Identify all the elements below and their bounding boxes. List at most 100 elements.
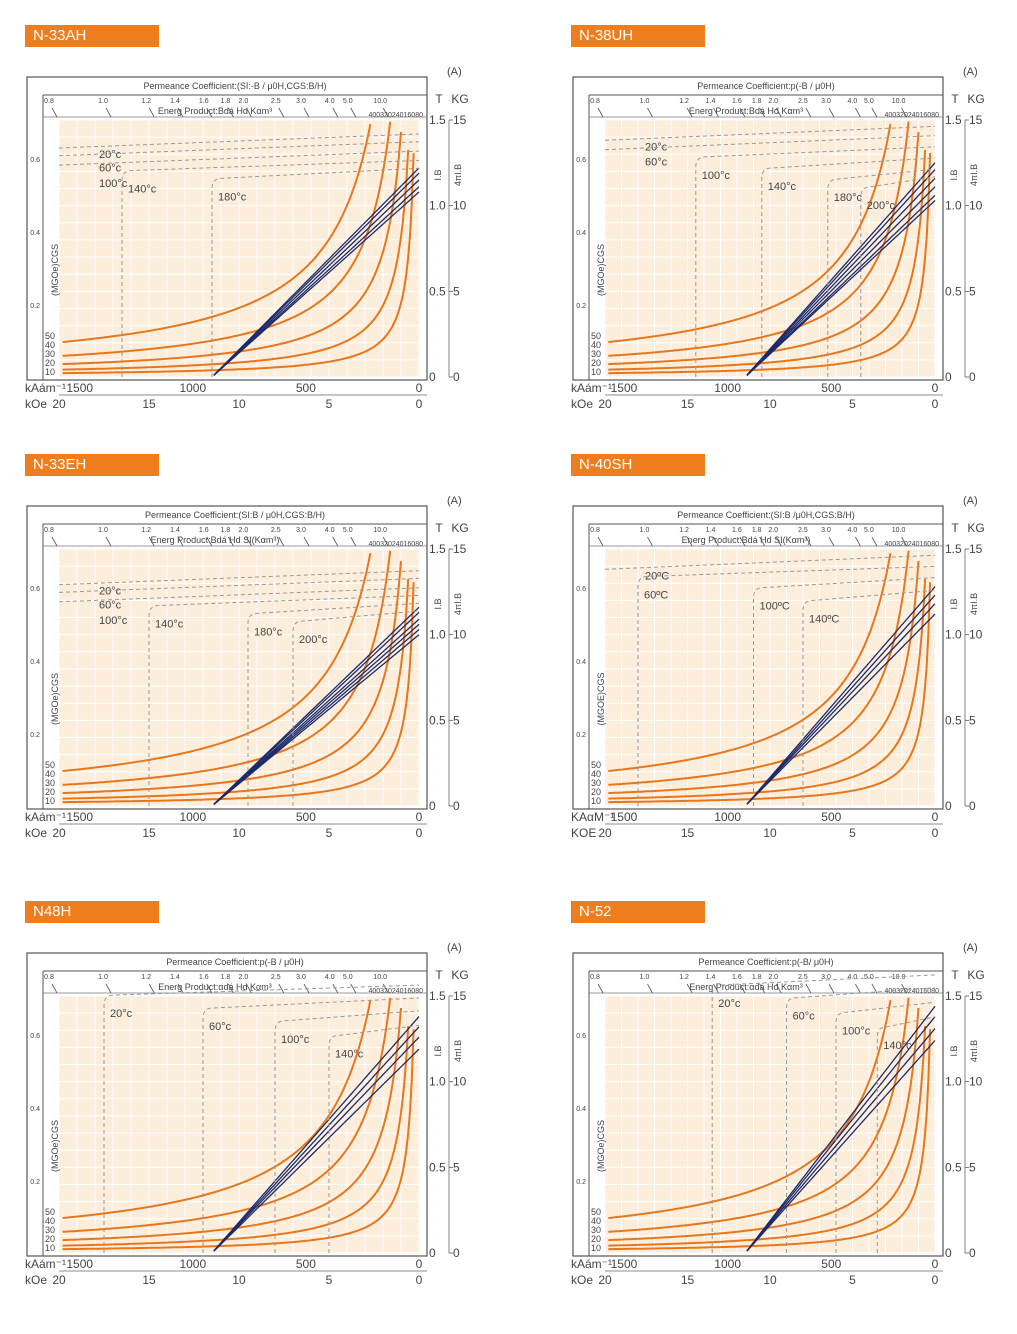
demag-line xyxy=(746,594,936,805)
right-axis-tick-kg: 5 xyxy=(453,1160,460,1174)
bottom-axis-unit-ka: kAám⁻¹ xyxy=(571,1257,612,1271)
energy-product-ticks: 40032024016080 xyxy=(884,112,939,119)
energy-product-curve xyxy=(62,560,402,795)
temperature-label: 20°c xyxy=(99,586,122,598)
energy-product-curve xyxy=(62,149,410,371)
bottom-axis-tick-ka: 1000 xyxy=(179,810,206,824)
demag-line xyxy=(746,1005,936,1252)
energy-product-ticks: 40032024016080 xyxy=(884,541,939,548)
left-axis-tick-label: 0.6 xyxy=(576,157,586,164)
bottom-axis-tick-koe: 15 xyxy=(142,826,156,840)
demag-line xyxy=(746,603,936,805)
bottom-axis-tick-ka: 500 xyxy=(821,381,841,395)
energy-product-curve xyxy=(608,1029,932,1251)
bottom-axis-tick-koe: 10 xyxy=(232,1273,246,1287)
right-axis-tick-t: 0.5 xyxy=(429,284,446,298)
bottom-axis-tick-ka: 1500 xyxy=(66,1257,93,1271)
permeance-tick-label: 2.0 xyxy=(239,974,249,981)
temperature-label: 200°c xyxy=(867,200,896,212)
permeance-tick-label: 1.8 xyxy=(752,527,762,534)
right-axis-tick-kg: 0 xyxy=(969,370,976,384)
temperature-label: 100°c xyxy=(702,170,731,182)
chart-panel-5: N-52 (A) Permeance Coefficient:p(-B/ μ0H)… xyxy=(571,901,1017,1321)
grade-title: N-40SH xyxy=(571,454,705,476)
permeance-tick-label: 2.5 xyxy=(271,527,281,534)
permeance-tick-mark xyxy=(901,536,907,547)
right-axis-tick-kg: 10 xyxy=(453,1075,467,1089)
energy-product-curve xyxy=(608,997,910,1233)
bottom-axis-tick-koe: 15 xyxy=(681,826,695,840)
right-axis-tick-kg: 10 xyxy=(453,199,467,213)
energy-value-label: 10 xyxy=(591,796,601,806)
right-axis-tick-kg: 10 xyxy=(969,1075,983,1089)
left-axis-tick-label: 0.4 xyxy=(30,1106,40,1113)
bottom-axis-tick-koe: 20 xyxy=(598,1273,612,1287)
permeance-tick-label: 5.0 xyxy=(343,974,353,981)
energy-value-label: 50 xyxy=(591,1207,601,1217)
energy-value-label: 30 xyxy=(45,349,55,359)
right-axis-unit-t: T xyxy=(435,521,443,535)
permeance-label: Permeance Coefficient:p(-B / μ0H) xyxy=(166,957,304,967)
permeance-tick-label: 4.0 xyxy=(325,527,335,534)
left-axis-tick-label: 0.2 xyxy=(30,1179,40,1186)
permeance-tick-mark xyxy=(105,107,112,118)
energy-product-curve xyxy=(62,131,402,366)
permeance-tick-mark xyxy=(597,536,604,547)
demag-line xyxy=(213,1026,420,1252)
bottom-axis-tick-ka: 0 xyxy=(416,1257,423,1271)
right-axis-tick-t: 1.0 xyxy=(429,1075,446,1089)
permeance-tick-mark xyxy=(901,107,907,118)
right-axis-tick-t: 0 xyxy=(429,799,436,813)
permeance-label: Permeance Coefficient:p(-B / μ0H) xyxy=(697,81,835,91)
intrinsic-curve xyxy=(211,167,420,377)
left-axis-label: (MGOE)CGS xyxy=(596,673,606,726)
temperature-label: 100°c xyxy=(99,178,128,190)
permeance-tick-mark xyxy=(278,983,285,994)
permeance-tick-mark xyxy=(597,107,604,118)
permeance-tick-mark xyxy=(759,536,766,547)
4pib-axis-label: 4πI.B xyxy=(453,593,463,615)
temperature-label: 140ºC xyxy=(809,613,839,625)
bottom-axis-tick-ka: 0 xyxy=(932,810,939,824)
energy-product-curve xyxy=(62,121,392,357)
permeance-tick-label: 2.0 xyxy=(768,98,778,105)
right-axis-tick-kg: 15 xyxy=(453,542,467,556)
permeance-tick-label: 1.8 xyxy=(752,974,762,981)
permeance-tick-mark xyxy=(303,536,310,547)
bottom-axis-tick-koe: 15 xyxy=(142,1273,156,1287)
grade-title: N-33AH xyxy=(25,25,159,47)
right-axis-tick-t: 1.5 xyxy=(429,542,446,556)
energy-product-curve xyxy=(62,153,415,375)
right-axis-tick-kg: 0 xyxy=(453,799,460,813)
bottom-axis-tick-koe: 5 xyxy=(326,826,333,840)
permeance-tick-mark xyxy=(805,536,812,547)
left-axis-tick-label: 0.2 xyxy=(576,1179,586,1186)
bottom-axis-unit-ka: kAám⁻¹ xyxy=(571,381,612,395)
permeance-tick-mark xyxy=(713,983,719,994)
right-axis-tick-kg: 5 xyxy=(969,284,976,298)
demag-line xyxy=(746,177,936,376)
permeance-tick-mark xyxy=(51,983,58,994)
demag-line xyxy=(213,1048,420,1252)
permeance-tick-label: 10.0 xyxy=(892,98,906,105)
permeance-label: Permeance Coefficient:(SI:-B / μ0H,CGS:B… xyxy=(143,81,326,91)
temperature-label: 60°c xyxy=(99,163,122,175)
bottom-axis-unit-ka: KAαM⁻¹ xyxy=(571,810,614,824)
energy-product-label: Energ Product:Bdá Hd SI(Kαm³) xyxy=(151,535,280,545)
bottom-axis-tick-ka: 1500 xyxy=(611,381,638,395)
permeance-tick-mark xyxy=(228,983,234,994)
temperature-label: 200°c xyxy=(299,634,328,646)
intrinsic-curve xyxy=(802,589,936,806)
ib-axis-label: I.B xyxy=(433,1045,443,1056)
energy-value-label: 50 xyxy=(591,331,601,341)
permeance-tick-mark xyxy=(759,983,766,994)
right-axis-tick-t: 0.5 xyxy=(945,1160,962,1174)
energy-value-label: 30 xyxy=(591,778,601,788)
permeance-tick-mark xyxy=(805,983,812,994)
demag-line xyxy=(746,162,936,376)
temperature-label: 140°c xyxy=(883,1040,912,1052)
permeance-tick-label: 1.0 xyxy=(640,98,650,105)
chart-frame xyxy=(26,76,428,381)
right-axis-tick-t: 0 xyxy=(945,1246,952,1260)
permeance-tick-mark xyxy=(713,536,719,547)
